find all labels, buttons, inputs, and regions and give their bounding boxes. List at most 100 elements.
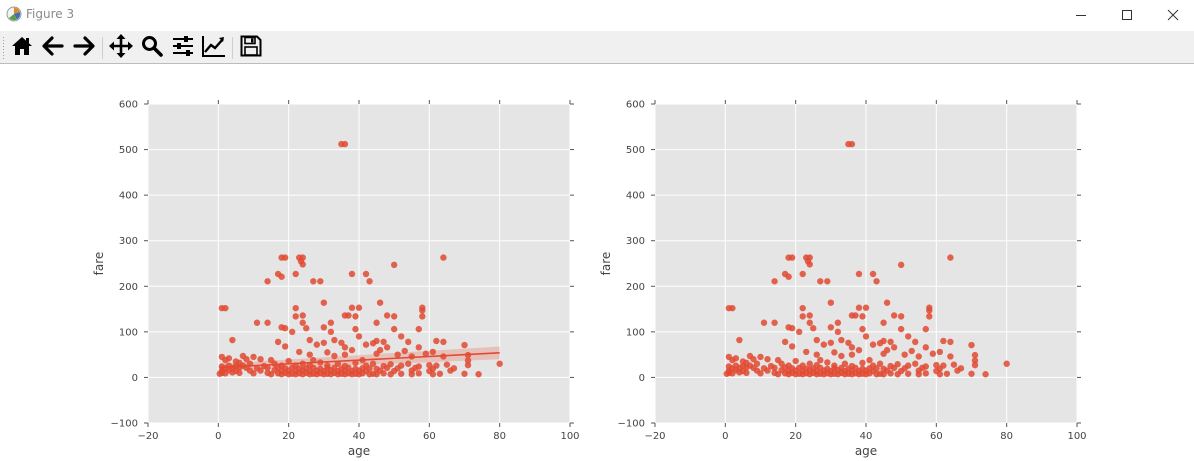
- scatter-point: [341, 371, 349, 378]
- scatter-point: [1003, 360, 1010, 367]
- y-tick-label: 600: [626, 100, 645, 111]
- scatter-point: [281, 325, 289, 332]
- scatter-point: [771, 278, 778, 285]
- pan-button[interactable]: [107, 34, 135, 62]
- scatter-point: [327, 328, 335, 336]
- scatter-point: [376, 299, 384, 306]
- scatter-point: [855, 346, 863, 354]
- scatter-point: [736, 336, 743, 344]
- scatter-point: [415, 325, 422, 333]
- save-icon: [240, 35, 262, 61]
- scatter-point: [817, 356, 824, 364]
- pan-icon: [109, 34, 133, 62]
- scatter-point: [310, 278, 317, 285]
- zoom-button[interactable]: [138, 34, 166, 62]
- scatter-point: [883, 299, 891, 306]
- scatter-point: [788, 343, 796, 350]
- x-tick-label: 20: [789, 431, 802, 442]
- scatter-point: [341, 140, 349, 148]
- scatter-point: [415, 344, 422, 351]
- x-tick-label: 60: [423, 431, 436, 442]
- scatter-point: [936, 348, 944, 356]
- scatter-point: [799, 270, 806, 278]
- back-icon: [42, 36, 64, 60]
- scatter-point: [887, 338, 894, 346]
- scatter-point: [264, 364, 271, 372]
- scatter-point: [926, 313, 933, 320]
- scatter-point: [324, 349, 331, 356]
- scatter-point: [299, 312, 306, 319]
- scatter-point: [764, 367, 771, 374]
- scatter-point: [915, 353, 922, 360]
- scatter-point: [834, 328, 842, 336]
- scatter-point: [274, 338, 282, 346]
- scatter-point: [890, 312, 898, 319]
- scatter-point: [831, 349, 838, 356]
- x-tick-label: −20: [137, 431, 158, 442]
- scatter-point: [905, 333, 912, 340]
- scatter-point: [859, 313, 866, 320]
- scatter-point: [848, 140, 856, 148]
- scatter-point: [313, 341, 320, 348]
- maximize-button[interactable]: [1104, 0, 1150, 31]
- scatter-point: [771, 364, 778, 372]
- scatter-point: [285, 357, 292, 365]
- home-button[interactable]: [8, 34, 36, 62]
- forward-button[interactable]: [70, 34, 98, 62]
- edit-axis-button[interactable]: [200, 34, 228, 62]
- scatter-point: [971, 357, 979, 364]
- scatter-point: [229, 336, 236, 344]
- scatter-point: [764, 356, 771, 363]
- scatter-point: [729, 356, 736, 364]
- scatter-point: [306, 336, 313, 344]
- scatter-point: [383, 312, 391, 319]
- close-button[interactable]: [1150, 0, 1194, 31]
- save-button[interactable]: [237, 34, 265, 62]
- scatter-point: [922, 370, 929, 377]
- y-tick-label: 500: [626, 145, 645, 156]
- scatter-point: [806, 371, 813, 378]
- scatter-point: [806, 312, 813, 319]
- scatter-point: [897, 325, 905, 333]
- scatter-point: [352, 359, 359, 367]
- scatter-point: [862, 371, 870, 378]
- scatter-point: [792, 357, 799, 365]
- scatter-point: [464, 351, 472, 359]
- toolbar-grip[interactable]: [2, 35, 5, 61]
- x-tick-label: 60: [930, 431, 943, 442]
- scatter-point: [408, 371, 415, 378]
- scatter-point: [774, 371, 782, 378]
- close-icon: [1167, 6, 1179, 25]
- scatter-point: [862, 333, 870, 340]
- scatter-point: [806, 319, 813, 326]
- scatter-point: [281, 254, 289, 261]
- scatter-point: [278, 273, 285, 280]
- y-tick-label: 300: [626, 236, 645, 247]
- minimize-button[interactable]: [1058, 0, 1104, 31]
- scatter-point: [257, 367, 264, 374]
- x-tick-label: 0: [722, 431, 728, 442]
- scatter-point: [373, 319, 380, 326]
- configure-subplots-button[interactable]: [169, 34, 197, 62]
- scatter-point: [352, 313, 359, 320]
- scatter-point: [257, 356, 264, 363]
- scatter-point: [355, 333, 363, 340]
- scatter-point: [869, 270, 877, 278]
- scatter-point: [824, 359, 831, 366]
- scatter-point: [236, 369, 243, 377]
- matplotlib-icon: [6, 6, 22, 22]
- scatter-point: [443, 361, 451, 368]
- scatter-point: [355, 304, 363, 311]
- scatter-point: [838, 352, 845, 360]
- scatter-point: [320, 299, 328, 306]
- window-titlebar: Figure 3: [0, 0, 1194, 31]
- scatter-point: [954, 367, 961, 374]
- scatter-point: [267, 371, 275, 378]
- scatter-point: [862, 304, 870, 311]
- figure-svg[interactable]: −20 0 20 40 60 80 100−1000100200300400500600ag…: [0, 64, 1194, 461]
- x-tick-label: 100: [1067, 431, 1086, 442]
- scatter-point: [929, 350, 937, 357]
- figure-canvas[interactable]: −20 0 20 40 60 80 100 −100 0 100 200 300 400 500 600 ag…: [0, 64, 1194, 461]
- back-button[interactable]: [39, 34, 67, 62]
- scatter-point: [723, 370, 730, 377]
